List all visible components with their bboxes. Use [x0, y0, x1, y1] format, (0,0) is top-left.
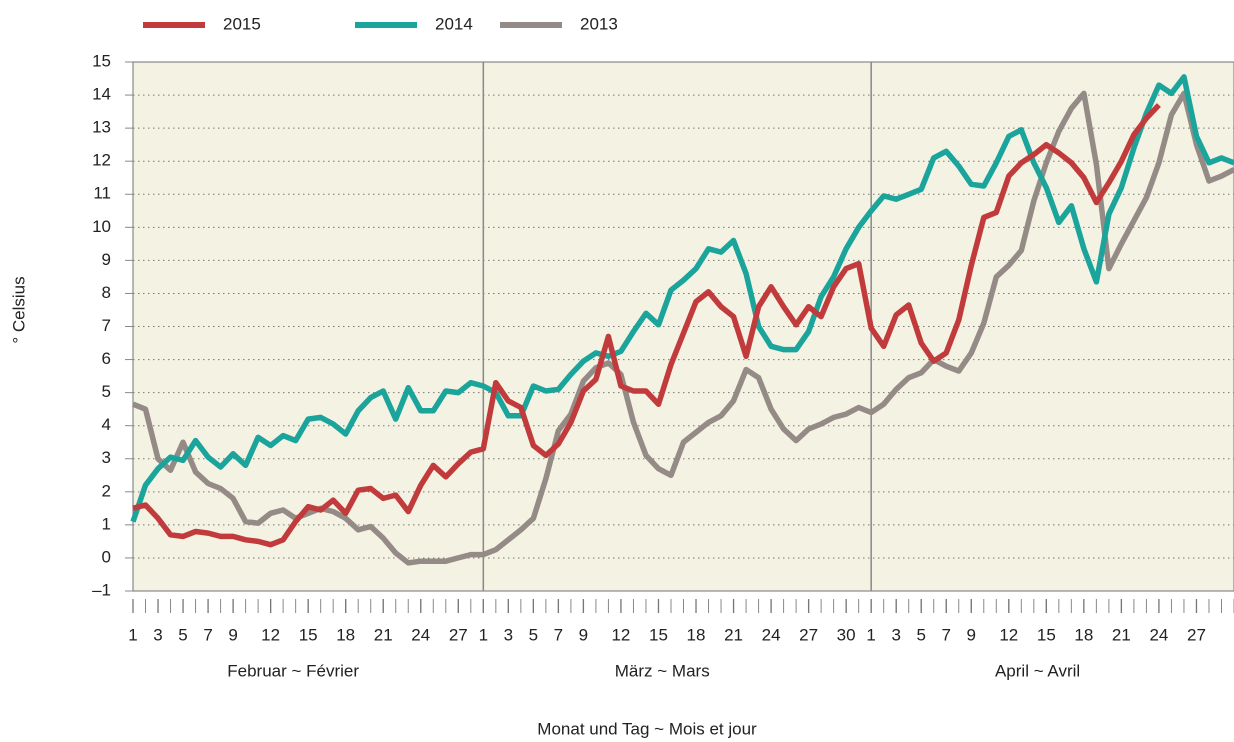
x-tick-label: 9 — [228, 625, 237, 644]
y-tick-label: 10 — [92, 217, 111, 236]
y-tick-label: 6 — [102, 349, 111, 368]
legend-label: 2014 — [435, 14, 473, 33]
x-tick-label: 30 — [837, 625, 856, 644]
x-tick-label: 1 — [866, 625, 875, 644]
y-tick-label: 5 — [102, 382, 111, 401]
y-tick-label: –1 — [92, 580, 111, 599]
x-tick-label: 21 — [374, 625, 393, 644]
y-tick-label: 11 — [93, 184, 111, 203]
y-tick-label: 2 — [102, 481, 111, 500]
x-tick-label: 21 — [1112, 625, 1131, 644]
x-tick-label: 24 — [762, 625, 781, 644]
x-tick-label: 12 — [999, 625, 1018, 644]
y-tick-label: 7 — [102, 316, 111, 335]
x-tick-label: 15 — [649, 625, 668, 644]
series-line — [130, 74, 1234, 523]
x-tick-label: 24 — [411, 625, 430, 644]
month-label: April ~ Avril — [995, 661, 1080, 680]
x-tick-label: 1 — [128, 625, 137, 644]
y-tick-label: 1 — [102, 514, 111, 533]
series-line — [132, 103, 1161, 548]
x-tick-label: 9 — [579, 625, 588, 644]
x-tick-label: 7 — [203, 625, 212, 644]
x-tick-label: 27 — [799, 625, 818, 644]
x-tick-label: 9 — [967, 625, 976, 644]
x-axis-title: Monat und Tag ~ Mois et jour — [537, 719, 757, 738]
y-tick-label: 0 — [102, 547, 111, 566]
x-tick-label: 7 — [942, 625, 951, 644]
x-tick-label: 18 — [1074, 625, 1093, 644]
x-tick-label: 15 — [299, 625, 318, 644]
y-tick-label: 15 — [92, 51, 111, 70]
legend-label: 2015 — [223, 14, 261, 33]
x-tick-label: 27 — [449, 625, 468, 644]
x-tick-label: 5 — [178, 625, 187, 644]
y-tick-label: 3 — [102, 448, 111, 467]
month-label: Februar ~ Février — [227, 661, 359, 680]
x-tick-label: 3 — [504, 625, 513, 644]
x-tick-label: 15 — [1037, 625, 1056, 644]
x-tick-label: 18 — [687, 625, 706, 644]
y-tick-label: 14 — [92, 85, 111, 104]
y-tick-label: 9 — [102, 250, 111, 269]
y-tick-label: 12 — [92, 151, 111, 170]
legend-label: 2013 — [580, 14, 618, 33]
x-tick-label: 12 — [611, 625, 630, 644]
x-tick-label: 3 — [891, 625, 900, 644]
x-tick-label: 18 — [336, 625, 355, 644]
y-axis-title: ° Celsius — [9, 276, 28, 343]
x-tick-label: 5 — [529, 625, 538, 644]
month-label: März ~ Mars — [615, 661, 710, 680]
y-tick-label: 13 — [92, 118, 111, 137]
x-tick-label: 24 — [1149, 625, 1168, 644]
x-tick-label: 5 — [916, 625, 925, 644]
y-tick-label: 8 — [102, 283, 111, 302]
y-tick-label: 4 — [102, 415, 111, 434]
x-tick-label: 3 — [153, 625, 162, 644]
x-tick-label: 21 — [724, 625, 743, 644]
plot-border — [132, 61, 1234, 592]
x-tick-label: 1 — [479, 625, 488, 644]
x-tick-label: 27 — [1187, 625, 1206, 644]
x-tick-label: 12 — [261, 625, 280, 644]
x-tick-label: 7 — [554, 625, 563, 644]
